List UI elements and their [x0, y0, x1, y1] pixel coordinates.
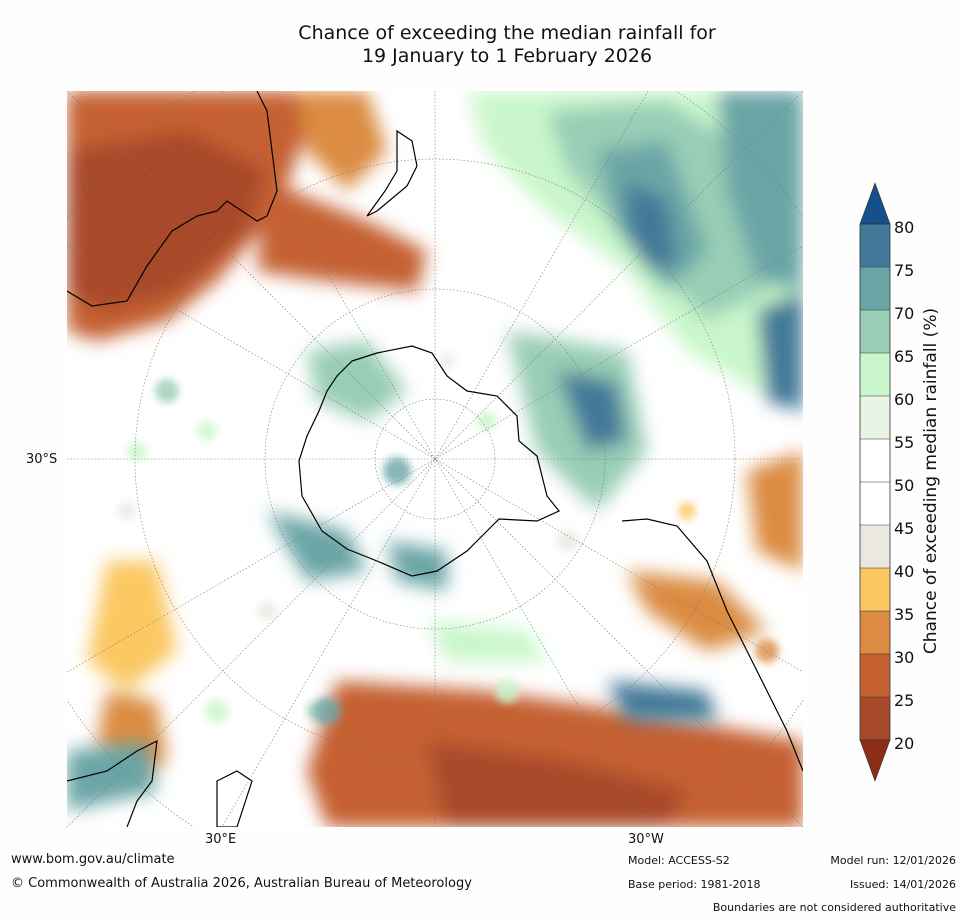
map-canvas	[67, 91, 803, 827]
colorbar-50-55	[860, 439, 890, 482]
colorbar-70-75	[860, 267, 890, 310]
title-line-1: Chance of exceeding the median rainfall …	[298, 22, 716, 44]
base-period-text: Base period: 1981-2018	[628, 878, 761, 891]
colorbar-tick: 45	[894, 519, 915, 538]
new-zealand-coastline	[366, 129, 418, 217]
madagascar-coastline	[216, 770, 253, 827]
colorbar-35-40	[860, 568, 890, 611]
title-line-2: 19 January to 1 February 2026	[361, 45, 653, 67]
colorbar-40-45	[860, 525, 890, 568]
speckle-texture	[118, 353, 779, 725]
antarctica-coastline	[298, 345, 560, 577]
colorbar-55-60	[860, 396, 890, 439]
rainfall-map[interactable]	[67, 91, 803, 827]
issued-text: Issued: 14/01/2026	[849, 878, 956, 891]
colorbar-tick: 65	[894, 347, 915, 366]
colorbar-tick: 75	[894, 261, 915, 280]
africa-coastline	[67, 739, 158, 827]
colorbar-below20-arrow	[859, 739, 891, 782]
wet-anomaly-regions	[67, 91, 803, 811]
colorbar-20-25	[860, 697, 890, 740]
colorbar-tick: 60	[894, 390, 915, 409]
colorbar	[859, 182, 891, 782]
colorbar-30-35	[860, 611, 890, 654]
colorbar-tick: 50	[894, 476, 915, 495]
australia-coastline	[67, 91, 278, 307]
colorbar-tick: 70	[894, 304, 915, 323]
south-america-coastline	[621, 518, 803, 772]
colorbar-60-65	[860, 353, 890, 396]
colorbar-tick: 20	[894, 734, 915, 753]
colorbar-25-30	[860, 654, 890, 697]
colorbar-75-80	[860, 224, 890, 267]
colorbar-tick: 35	[894, 605, 915, 624]
map-title: Chance of exceeding the median rainfall …	[67, 22, 947, 68]
label-30w: 30°W	[628, 832, 664, 847]
colorbar-tick: 25	[894, 691, 915, 710]
label-30e: 30°E	[205, 832, 237, 847]
model-text: Model: ACCESS-S2	[628, 854, 730, 867]
colorbar-tick: 30	[894, 648, 915, 667]
colorbar-45-50	[860, 482, 890, 525]
label-30s: 30°S	[26, 452, 58, 467]
model-run-text: Model run: 12/01/2026	[830, 854, 956, 867]
copyright-text: © Commonwealth of Australia 2026, Austra…	[11, 876, 472, 891]
disclaimer-text: Boundaries are not considered authoritat…	[712, 901, 956, 914]
colorbar-tick: 55	[894, 433, 915, 452]
colorbar-above80-arrow	[859, 182, 891, 225]
graticule	[67, 91, 803, 827]
colorbar-tick: 40	[894, 562, 915, 581]
colorbar-tick: 80	[894, 218, 915, 237]
coastlines	[67, 91, 803, 827]
colorbar-65-70	[860, 310, 890, 353]
colorbar-title: Chance of exceeding median rainfall (%)	[921, 307, 941, 655]
website-link[interactable]: www.bom.gov.au/climate	[11, 852, 175, 867]
